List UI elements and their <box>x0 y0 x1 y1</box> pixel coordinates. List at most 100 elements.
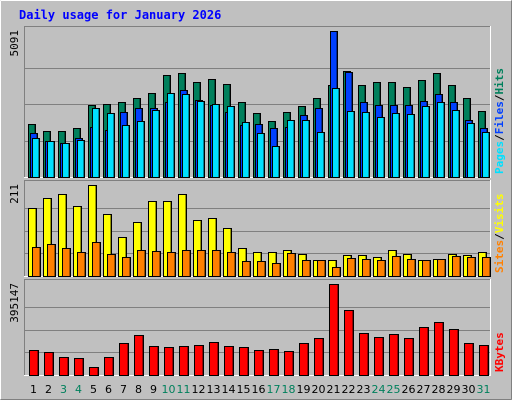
bar-pages-day-6 <box>107 113 115 178</box>
day-label-3: 3 <box>60 383 67 396</box>
bar-kbytes-day-25 <box>389 334 399 376</box>
legend-pages: Pages <box>493 141 506 174</box>
bar-sites-day-23 <box>362 259 371 277</box>
day-label-7: 7 <box>120 383 127 396</box>
day-label-29: 29 <box>447 383 461 396</box>
bar-kbytes-day-26 <box>404 338 414 376</box>
legend-kbytes: KBytes <box>493 332 506 372</box>
bar-kbytes-day-2 <box>44 352 54 376</box>
bar-sites-day-15 <box>242 261 251 277</box>
bar-sites-day-7 <box>122 257 131 277</box>
day-label-8: 8 <box>135 383 142 396</box>
bar-pages-day-24 <box>377 117 385 178</box>
bar-kbytes-day-20 <box>314 338 324 376</box>
bar-sites-day-17 <box>272 263 281 277</box>
panel-bottom-series-legend: KBytes <box>493 332 506 372</box>
panel-middle: 211 Sites/Visits <box>8 180 506 277</box>
bar-pages-day-13 <box>212 104 220 178</box>
day-label-25: 25 <box>387 383 401 396</box>
bar-pages-day-19 <box>302 120 310 178</box>
day-label-6: 6 <box>105 383 112 396</box>
day-label-19: 19 <box>297 383 311 396</box>
day-label-14: 14 <box>222 383 236 396</box>
bar-kbytes-day-18 <box>284 351 294 376</box>
bar-pages-day-22 <box>347 111 355 178</box>
bar-sites-day-21 <box>332 267 341 277</box>
day-label-24: 24 <box>372 383 386 396</box>
bar-pages-day-17 <box>272 146 280 178</box>
bar-kbytes-day-13 <box>209 342 219 376</box>
bar-pages-day-8 <box>137 121 145 178</box>
bar-pages-day-23 <box>362 112 370 178</box>
bar-kbytes-day-30 <box>464 343 474 376</box>
day-label-4: 4 <box>75 383 82 396</box>
panel-top-ymax-label: 5091 <box>8 30 21 57</box>
bar-pages-day-31 <box>482 132 490 178</box>
bar-sites-day-22 <box>347 258 356 277</box>
bar-pages-day-25 <box>392 113 400 178</box>
bar-kbytes-day-27 <box>419 327 429 376</box>
day-label-30: 30 <box>462 383 476 396</box>
bar-sites-day-8 <box>137 250 146 277</box>
bar-kbytes-day-11 <box>179 346 189 376</box>
day-label-1: 1 <box>30 383 37 396</box>
bar-pages-day-9 <box>152 110 160 178</box>
legend-sites: Sites <box>493 240 506 273</box>
legend-separator: / <box>493 233 506 240</box>
bar-sites-day-25 <box>392 256 401 277</box>
chart-panels: 5091Pages/Files/Hits211Sites/Visits39514… <box>8 26 506 376</box>
bar-pages-day-20 <box>317 132 325 178</box>
legend-separator: / <box>493 134 506 141</box>
panel-bottom: 395147 KBytes <box>8 279 506 376</box>
bar-sites-day-11 <box>182 250 191 277</box>
bar-pages-day-2 <box>47 141 55 178</box>
day-label-23: 23 <box>357 383 371 396</box>
day-label-5: 5 <box>90 383 97 396</box>
bar-sites-day-13 <box>212 250 221 277</box>
bar-pages-day-27 <box>422 106 430 178</box>
bar-pages-day-29 <box>452 110 460 178</box>
bar-kbytes-day-4 <box>74 358 84 376</box>
day-label-28: 28 <box>432 383 446 396</box>
day-label-16: 16 <box>252 383 266 396</box>
bar-sites-day-1 <box>32 247 41 277</box>
bar-sites-day-26 <box>407 259 416 277</box>
bar-kbytes-day-9 <box>149 346 159 376</box>
bar-sites-day-4 <box>77 252 86 277</box>
bar-sites-day-30 <box>467 257 476 277</box>
day-label-17: 17 <box>267 383 281 396</box>
bar-sites-day-29 <box>452 256 461 277</box>
bar-pages-day-30 <box>467 123 475 178</box>
day-label-22: 22 <box>342 383 356 396</box>
bar-sites-day-12 <box>197 250 206 277</box>
bar-pages-day-1 <box>32 138 40 178</box>
bar-sites-day-14 <box>227 252 236 277</box>
day-label-26: 26 <box>402 383 416 396</box>
day-label-27: 27 <box>417 383 431 396</box>
bar-kbytes-day-16 <box>254 350 264 376</box>
legend-visits: Visits <box>493 194 506 234</box>
bar-sites-day-6 <box>107 254 116 277</box>
bar-pages-day-11 <box>182 94 190 178</box>
bar-sites-day-16 <box>257 261 266 277</box>
legend-files: Files <box>493 101 506 134</box>
chart-title: Daily usage for January 2026 <box>19 8 221 22</box>
legend-hits: Hits <box>493 68 506 95</box>
day-label-9: 9 <box>150 383 157 396</box>
bar-sites-day-31 <box>482 257 491 277</box>
day-label-10: 10 <box>162 383 176 396</box>
bar-pages-day-15 <box>242 122 250 178</box>
bar-pages-day-26 <box>407 114 415 178</box>
bar-pages-day-4 <box>77 140 85 178</box>
bar-sites-day-24 <box>377 260 386 277</box>
bar-kbytes-day-21 <box>329 284 339 376</box>
bar-sites-day-10 <box>167 252 176 277</box>
bar-pages-day-10 <box>167 93 175 178</box>
bar-sites-day-27 <box>422 260 431 277</box>
bar-sites-day-9 <box>152 251 161 277</box>
day-label-21: 21 <box>327 383 341 396</box>
bar-sites-day-3 <box>62 248 71 277</box>
bar-kbytes-day-5 <box>89 367 99 376</box>
bar-kbytes-day-1 <box>29 350 39 376</box>
